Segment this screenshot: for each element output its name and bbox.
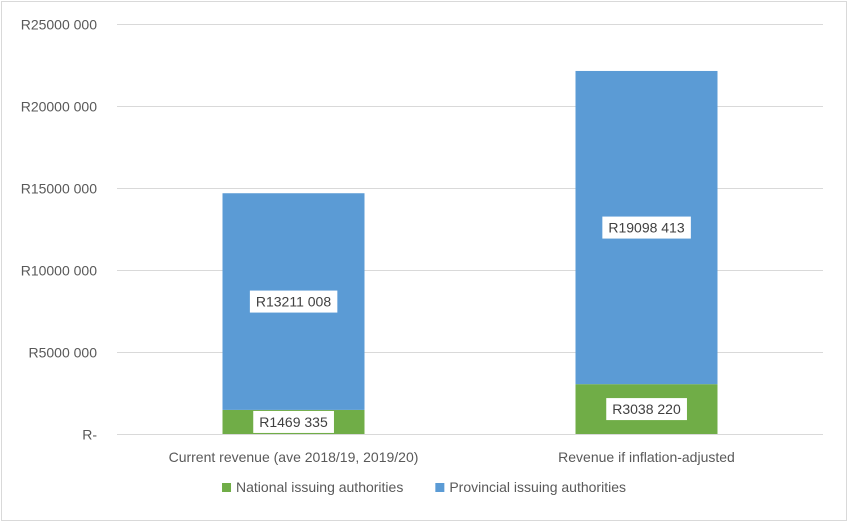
data-label-background: [606, 398, 687, 421]
bars: R1469 335 R13211 008 R3038 220 R19098 413: [222, 70, 718, 434]
data-label-background: [253, 410, 334, 433]
data-label: R3038 220: [606, 398, 687, 421]
data-label: R1469 335: [253, 410, 334, 433]
legend-item: Provincial issuing authorities: [435, 479, 626, 495]
x-axis-category-labels: Current revenue (ave 2018/19, 2019/20) Re…: [169, 449, 735, 465]
data-label-text: R19098 413: [608, 220, 685, 236]
y-tick-label: R20000 000: [21, 99, 98, 115]
data-label: R13211 008: [249, 290, 338, 313]
data-label-background: [602, 216, 691, 239]
data-label-background: [249, 290, 338, 313]
legend-item: National issuing authorities: [222, 479, 403, 495]
x-category-label: Revenue if inflation-adjusted: [558, 449, 735, 465]
data-label: R19098 413: [602, 216, 691, 239]
legend-label: Provincial issuing authorities: [449, 479, 626, 495]
y-tick-label: R5000 000: [28, 345, 97, 361]
y-tick-label: R-: [82, 427, 97, 443]
y-axis-tick-labels: R- R5000 000 R10000 000 R15000 000 R20000 00…: [21, 17, 98, 443]
legend-label: National issuing authorities: [236, 479, 403, 495]
y-tick-label: R15000 000: [21, 181, 98, 197]
y-tick-label: R10000 000: [21, 263, 98, 279]
legend: National issuing authorities Provincial i…: [222, 479, 626, 495]
data-label-text: R1469 335: [259, 414, 328, 430]
data-label-text: R3038 220: [612, 401, 681, 417]
legend-swatch: [222, 483, 232, 492]
y-tick-label: R25000 000: [21, 17, 98, 33]
x-category-label: Current revenue (ave 2018/19, 2019/20): [169, 449, 419, 465]
legend-swatch: [435, 483, 445, 492]
data-label-text: R13211 008: [256, 294, 331, 310]
